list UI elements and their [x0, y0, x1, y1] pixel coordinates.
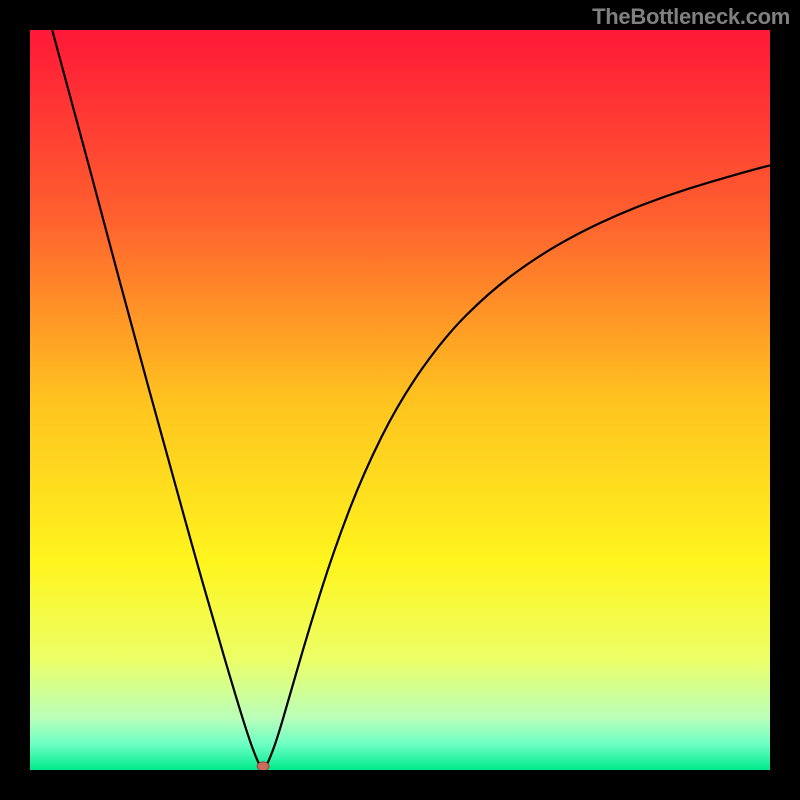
chart-svg — [30, 30, 770, 770]
attribution-text: TheBottleneck.com — [592, 4, 790, 30]
chart-plot-area — [30, 30, 770, 770]
chart-marker — [257, 762, 269, 770]
chart-background — [30, 30, 770, 770]
